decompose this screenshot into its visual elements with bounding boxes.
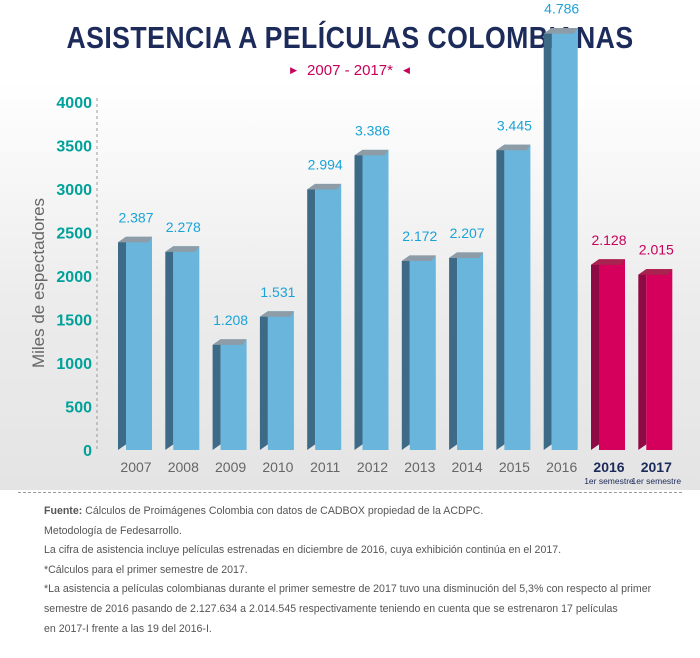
triangle-left-icon: ◀ [402, 65, 410, 75]
y-tick-label: 1000 [56, 356, 92, 373]
y-axis-title: Miles de espectadores [29, 198, 48, 368]
notes-block: Fuente: Cálculos de Proimágenes Colombia… [44, 502, 664, 639]
data-label: 2.015 [639, 242, 674, 258]
bar-top [212, 339, 247, 345]
x-tick-label: 2015 [499, 459, 530, 475]
x-tick-label: 2014 [452, 459, 483, 475]
bar-side [212, 339, 221, 450]
note-line-7: en 2017-I frente a las 19 del 2016-I. [44, 622, 212, 635]
x-tick-label: 2016 [546, 459, 577, 475]
chart-title: ASISTENCIA A PELÍCULAS COLOMBIANAS [66, 20, 634, 55]
y-tick-label: 2000 [56, 269, 92, 286]
y-tick-label: 3000 [56, 182, 92, 199]
bar [551, 28, 578, 450]
bar-side [165, 246, 174, 450]
y-tick-label: 4000 [56, 95, 92, 112]
data-label: 2.278 [166, 219, 201, 235]
bar-top [638, 269, 673, 275]
data-label: 3.445 [497, 117, 532, 133]
y-tick-label: 2500 [56, 226, 92, 243]
chart-subtitle: 2007 - 2017* [307, 62, 393, 79]
note-line-3: La cifra de asistencia incluye películas… [44, 544, 562, 557]
bar [220, 339, 247, 450]
bar-top [496, 144, 531, 151]
bar [362, 149, 389, 450]
bar-top [449, 252, 484, 258]
note-source-text: Cálculos de Proimágenes Colombia con dat… [82, 505, 484, 517]
data-label: 4.786 [544, 1, 579, 17]
bar-side [638, 269, 647, 450]
bar [409, 255, 436, 450]
x-tick-sublabel: 1er semestre [584, 476, 634, 486]
data-label: 2.128 [591, 232, 626, 248]
y-tick-label: 1500 [56, 313, 92, 330]
x-tick-label: 2013 [404, 459, 435, 475]
bar [646, 269, 673, 450]
x-tick-label: 2011 [310, 459, 340, 475]
x-tick-label: 2010 [262, 459, 293, 475]
note-line-5: *La asistencia a películas colombianas d… [44, 583, 652, 596]
bar-top [307, 183, 342, 190]
bar-top [165, 246, 200, 252]
bar-side [307, 183, 316, 450]
data-label: 3.386 [355, 122, 390, 138]
note-line-2: Metodología de Fedesarrollo. [44, 524, 182, 537]
bar-side [449, 252, 458, 450]
bar-top [543, 28, 578, 34]
bar-side [496, 144, 505, 450]
x-tick-label: 2012 [357, 459, 388, 475]
bar [126, 236, 152, 450]
data-label: 1.208 [213, 312, 248, 328]
note-source-label: Fuente: [44, 505, 83, 517]
note-source: Fuente: Cálculos de Proimágenes Colombia… [44, 502, 664, 522]
bar-side [118, 236, 126, 450]
x-tick-label: 2017 [641, 459, 672, 475]
bar-side [543, 28, 552, 450]
note-line-6: semestre de 2016 pasando de 2.127.634 a … [44, 602, 618, 615]
data-label: 2.387 [118, 209, 153, 225]
data-label: 1.531 [260, 284, 295, 300]
x-tick-label: 2009 [215, 459, 246, 475]
y-tick-label: 0 [83, 443, 92, 460]
chart-background [0, 0, 700, 490]
x-tick-label: 2007 [120, 459, 151, 475]
bar [173, 246, 200, 450]
bar-side [591, 259, 599, 450]
bar-top [259, 311, 294, 317]
y-tick-label: 500 [65, 400, 92, 417]
data-label: 2.172 [402, 228, 437, 244]
bar [504, 144, 531, 450]
bar-chart: 0 500 1000 1500 2000 2500 3000 3500 4000 Miles de… [29, 1, 681, 486]
bar [599, 259, 625, 450]
note-line-4: *Cálculos para el primer semestre de 201… [44, 563, 248, 576]
bar-side [259, 311, 268, 450]
bar [315, 183, 342, 450]
bar [267, 311, 294, 450]
x-tick-label: 2016 [593, 459, 624, 475]
triangle-right-icon: ▶ [290, 65, 298, 75]
x-tick-label: 2008 [168, 459, 199, 475]
x-tick-sublabel: 1er semestre [631, 476, 681, 486]
data-label: 2.207 [450, 225, 485, 241]
bar-top [591, 259, 625, 265]
divider [18, 492, 682, 493]
bar-side [354, 149, 363, 450]
data-label: 2.994 [308, 157, 343, 173]
y-tick-label: 3500 [56, 139, 92, 156]
bar-side [401, 255, 410, 450]
bar-top [354, 149, 389, 156]
bar-top [401, 255, 436, 262]
bar [457, 252, 484, 450]
chart-subtitle-row: ▶ 2007 - 2017* ◀ [0, 62, 700, 79]
bar-top [118, 236, 152, 243]
